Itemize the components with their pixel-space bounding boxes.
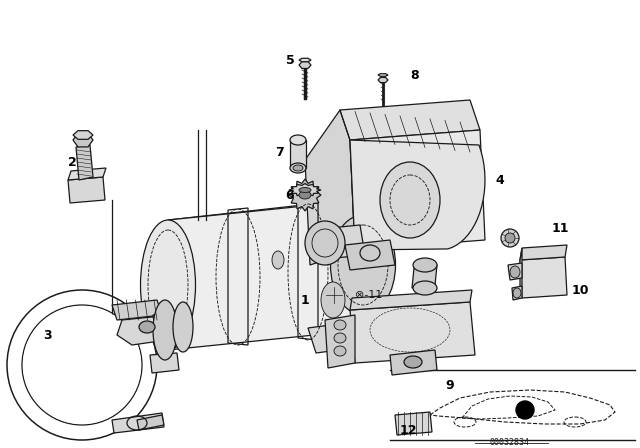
Polygon shape xyxy=(520,248,522,298)
Circle shape xyxy=(22,305,142,425)
Text: 10: 10 xyxy=(572,284,589,297)
Polygon shape xyxy=(73,133,93,147)
Polygon shape xyxy=(76,145,93,180)
Circle shape xyxy=(501,229,519,247)
Polygon shape xyxy=(325,315,355,368)
Polygon shape xyxy=(520,257,567,298)
Polygon shape xyxy=(390,350,437,375)
Ellipse shape xyxy=(173,302,193,352)
Polygon shape xyxy=(290,140,306,168)
Ellipse shape xyxy=(321,282,345,318)
Ellipse shape xyxy=(513,288,521,298)
Ellipse shape xyxy=(299,191,311,199)
Ellipse shape xyxy=(413,281,437,295)
Polygon shape xyxy=(112,300,162,320)
Polygon shape xyxy=(150,353,179,373)
Circle shape xyxy=(516,401,534,419)
Ellipse shape xyxy=(272,251,284,269)
Ellipse shape xyxy=(510,266,520,278)
Polygon shape xyxy=(308,320,376,353)
Text: 3: 3 xyxy=(44,328,52,341)
Polygon shape xyxy=(112,413,164,433)
Polygon shape xyxy=(395,412,432,435)
Polygon shape xyxy=(289,184,321,196)
Text: 8: 8 xyxy=(411,69,419,82)
Polygon shape xyxy=(378,74,388,76)
Circle shape xyxy=(505,233,515,243)
Polygon shape xyxy=(168,200,378,250)
Polygon shape xyxy=(68,168,106,180)
Polygon shape xyxy=(350,130,485,250)
Polygon shape xyxy=(350,302,475,363)
Ellipse shape xyxy=(380,162,440,238)
Polygon shape xyxy=(73,131,93,139)
Polygon shape xyxy=(68,177,105,203)
Text: 1: 1 xyxy=(301,293,309,306)
Polygon shape xyxy=(520,245,567,260)
Text: ⊗-11: ⊗-11 xyxy=(355,290,382,300)
Ellipse shape xyxy=(330,215,396,315)
Ellipse shape xyxy=(141,220,195,350)
Polygon shape xyxy=(412,265,437,288)
Ellipse shape xyxy=(404,356,422,368)
Polygon shape xyxy=(299,58,311,62)
Ellipse shape xyxy=(293,165,303,171)
Circle shape xyxy=(23,306,141,424)
Ellipse shape xyxy=(305,221,345,265)
Text: 4: 4 xyxy=(495,173,504,186)
Text: 5: 5 xyxy=(285,53,294,66)
Polygon shape xyxy=(305,110,355,265)
Text: 9: 9 xyxy=(445,379,454,392)
Polygon shape xyxy=(350,140,485,250)
Polygon shape xyxy=(512,286,522,300)
Polygon shape xyxy=(340,100,480,140)
Text: 7: 7 xyxy=(276,146,284,159)
Ellipse shape xyxy=(334,320,346,330)
Text: 11: 11 xyxy=(551,221,569,234)
Ellipse shape xyxy=(139,321,155,333)
Text: 00032834: 00032834 xyxy=(490,438,530,447)
Polygon shape xyxy=(299,61,311,69)
Ellipse shape xyxy=(290,135,306,145)
Ellipse shape xyxy=(290,163,306,173)
Polygon shape xyxy=(137,415,164,430)
Polygon shape xyxy=(117,315,177,345)
Text: 12: 12 xyxy=(399,423,417,436)
Polygon shape xyxy=(350,290,472,310)
Polygon shape xyxy=(378,78,388,82)
Polygon shape xyxy=(508,263,522,280)
Polygon shape xyxy=(289,179,321,211)
Ellipse shape xyxy=(334,346,346,356)
Ellipse shape xyxy=(334,333,346,343)
Polygon shape xyxy=(345,240,395,270)
Polygon shape xyxy=(153,310,183,350)
Ellipse shape xyxy=(413,258,437,272)
Circle shape xyxy=(7,290,157,440)
Polygon shape xyxy=(310,225,365,260)
Text: 6: 6 xyxy=(285,189,294,202)
Ellipse shape xyxy=(153,300,177,360)
Ellipse shape xyxy=(299,188,311,193)
Polygon shape xyxy=(168,200,363,350)
Text: 2: 2 xyxy=(68,155,76,168)
